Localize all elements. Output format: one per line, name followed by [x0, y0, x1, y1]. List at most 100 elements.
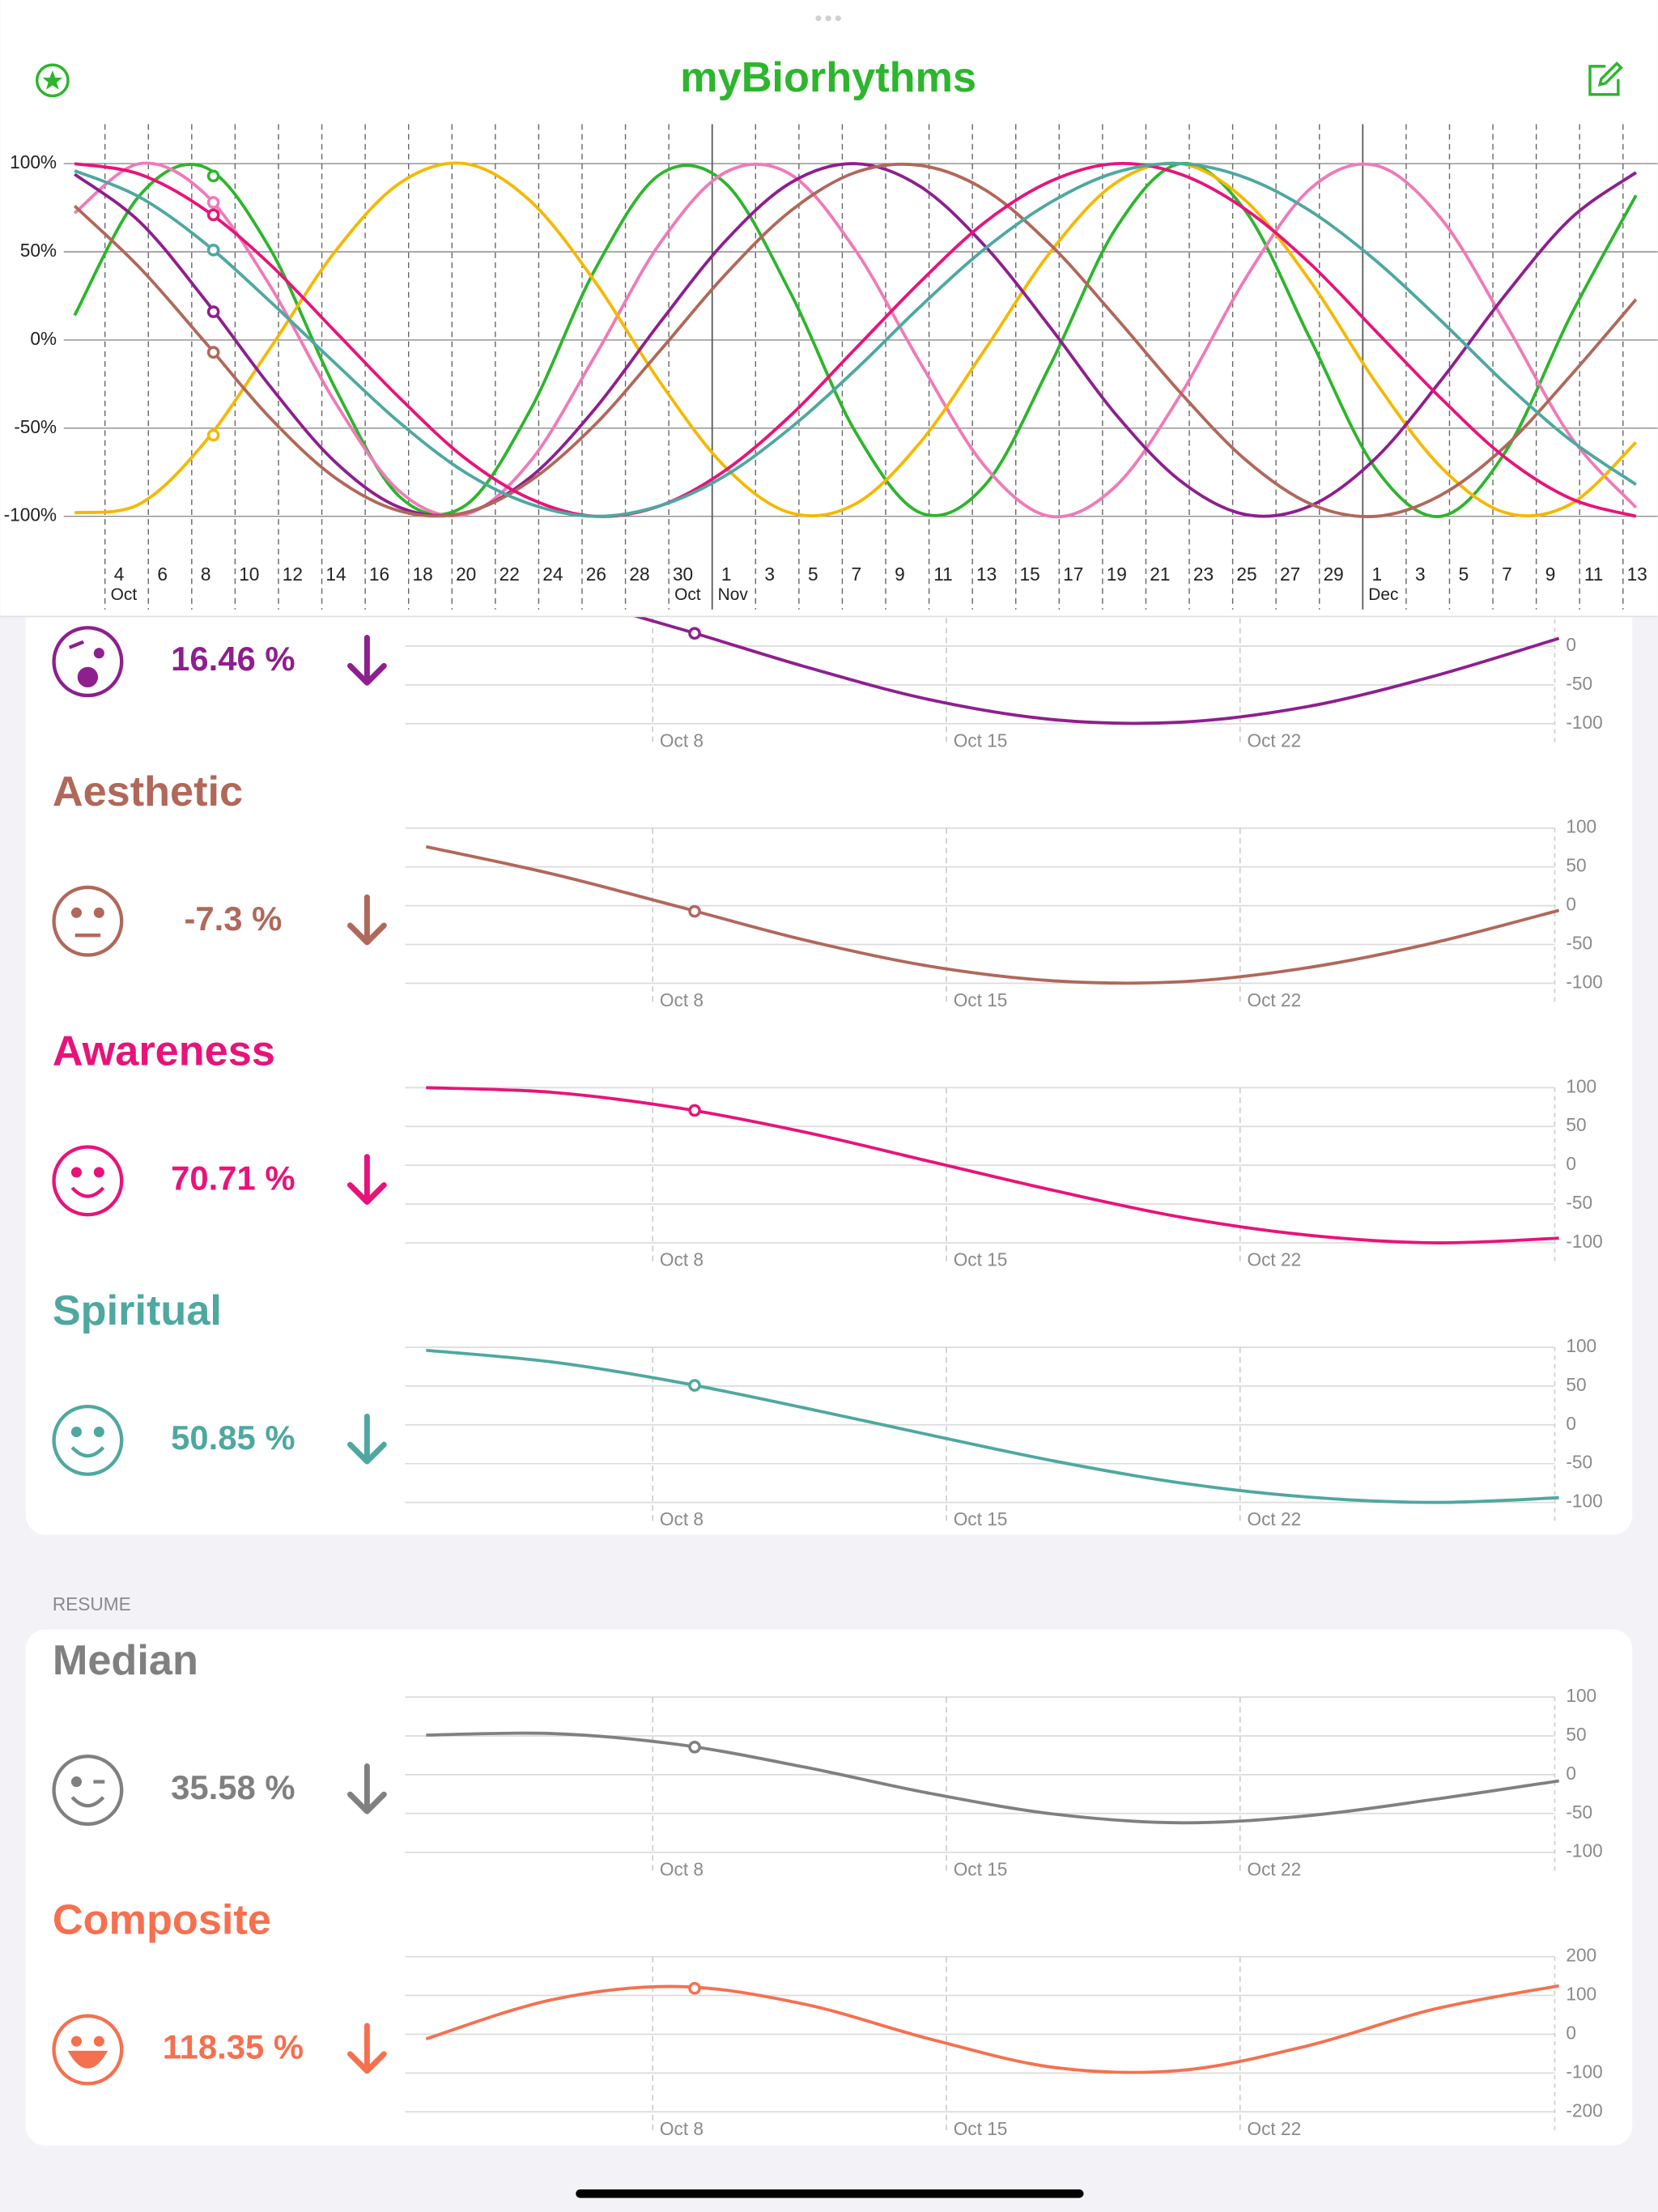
x-tick-label: 13	[976, 564, 997, 585]
today-marker	[688, 1981, 701, 1995]
x-tick-label: 14	[325, 564, 346, 585]
face-eye	[93, 2035, 104, 2047]
x-tick-label: 27	[1280, 564, 1300, 585]
row-value: 50.85 %	[171, 1419, 295, 1457]
x-tick-label: 17	[1063, 564, 1083, 585]
x-tick-label: Oct 8	[660, 1249, 704, 1270]
face-eye	[93, 1167, 104, 1178]
trend-arrow	[346, 635, 387, 686]
face-mouth	[70, 1446, 105, 1458]
face-outline	[52, 1404, 124, 1476]
x-tick-label: 18	[413, 564, 433, 585]
x-tick-label: 22	[500, 564, 520, 585]
x-tick-label: 24	[542, 564, 563, 585]
today-marker	[206, 169, 220, 183]
y-tick-label: 50%	[20, 240, 57, 261]
card	[25, 1629, 1633, 2146]
mood-icon	[52, 2014, 124, 2086]
face-eye	[70, 1426, 82, 1438]
x-month-label: Dec	[1368, 585, 1398, 604]
x-tick-label: Oct 15	[954, 1858, 1008, 1879]
row-title: Composite	[53, 1897, 271, 1944]
section-label: RESUME	[53, 1593, 131, 1614]
row-value: 118.35 %	[163, 2028, 304, 2066]
mood-icon	[52, 1755, 124, 1827]
x-tick-label: 1	[1371, 564, 1382, 585]
x-tick-label: 20	[456, 564, 476, 585]
y-tick-label: 0	[1566, 1153, 1576, 1174]
face-outline	[52, 2014, 124, 2086]
row-title: Aesthetic	[53, 768, 243, 815]
x-tick-label: Oct 8	[660, 1508, 704, 1529]
series-line	[426, 1731, 1559, 1825]
overview-chart: 100% 50% 0% -50% -100% 4 6 8 10 12 14 16 18 20 22 24 26 2…	[4, 124, 1658, 610]
x-tick-label: Oct 22	[1247, 730, 1301, 751]
x-tick-label: Oct 22	[1247, 2118, 1301, 2139]
x-month-label: Oct	[674, 585, 701, 604]
y-tick-label: -50	[1566, 932, 1592, 953]
x-tick-label: 12	[283, 564, 303, 585]
header-panel: myBiorhythms 100% 50% 0% -50% -100% 4 6 8 10 12 14…	[0, 0, 1658, 618]
x-tick-label: 9	[1545, 564, 1556, 585]
face-mouth	[77, 666, 99, 687]
x-tick-label: Oct 8	[660, 730, 704, 751]
face-mouth	[70, 1186, 105, 1198]
x-tick-label: 3	[764, 564, 775, 585]
x-tick-label: Oct 15	[954, 730, 1008, 751]
x-tick-label: Oct 15	[954, 1508, 1008, 1529]
y-tick-label: 100	[1566, 1984, 1596, 2005]
x-tick-label: Oct 15	[954, 2118, 1008, 2139]
y-tick-label: -100	[1566, 971, 1602, 992]
face-eye	[70, 2035, 82, 2047]
face-eye	[93, 1426, 104, 1438]
x-tick-label: Oct 22	[1247, 989, 1301, 1010]
today-marker	[688, 1379, 701, 1392]
x-tick-label: 11	[933, 564, 953, 585]
face-eye	[70, 1167, 82, 1178]
x-tick-label: Oct 15	[954, 989, 1008, 1010]
x-tick-label: Oct 22	[1247, 1249, 1301, 1270]
x-tick-label: 5	[808, 564, 818, 585]
y-tick-label: -50	[1566, 1192, 1592, 1213]
x-tick-label: Oct 8	[660, 1858, 704, 1879]
y-tick-label: -100%	[4, 504, 57, 525]
y-tick-label: -200	[1566, 2099, 1602, 2121]
mood-icon	[52, 626, 124, 698]
y-tick-label: 50	[1566, 1374, 1586, 1395]
x-tick-label: 19	[1107, 564, 1127, 585]
face-eye	[93, 907, 104, 918]
y-tick-label: -50%	[14, 416, 57, 437]
favorites-button[interactable]	[35, 63, 70, 98]
y-tick-label: 0	[1566, 2022, 1576, 2043]
x-tick-label: 7	[852, 564, 862, 585]
today-marker	[206, 428, 220, 442]
row-value: 16.46 %	[171, 640, 295, 678]
face-outline	[52, 626, 124, 698]
x-tick-label: 1	[721, 564, 732, 585]
today-marker	[688, 904, 701, 918]
row-value: 35.58 %	[171, 1768, 295, 1806]
today-marker	[206, 243, 220, 257]
row-title: Median	[53, 1637, 198, 1684]
edit-button[interactable]	[1588, 61, 1623, 96]
y-tick-label: -100	[1566, 1231, 1602, 1252]
y-tick-label: 0	[1566, 634, 1576, 655]
series-line	[74, 162, 1637, 518]
y-tick-label: -100	[1566, 2061, 1602, 2082]
face-brow	[68, 640, 84, 649]
y-tick-label: 100	[1566, 1685, 1596, 1706]
x-tick-label: 11	[1584, 564, 1604, 585]
y-tick-label: 200	[1566, 1945, 1596, 1966]
x-tick-label: 25	[1236, 564, 1256, 585]
mood-icon	[52, 1145, 124, 1217]
trend-arrow	[346, 1154, 387, 1205]
face-mouth	[67, 2050, 108, 2069]
face-outline	[52, 1755, 124, 1827]
y-tick-label: -100	[1566, 1840, 1602, 1861]
row-value: -7.3 %	[184, 900, 282, 938]
x-tick-label: 10	[239, 564, 259, 585]
row-title: Spiritual	[53, 1287, 222, 1334]
x-tick-label: 28	[629, 564, 649, 585]
